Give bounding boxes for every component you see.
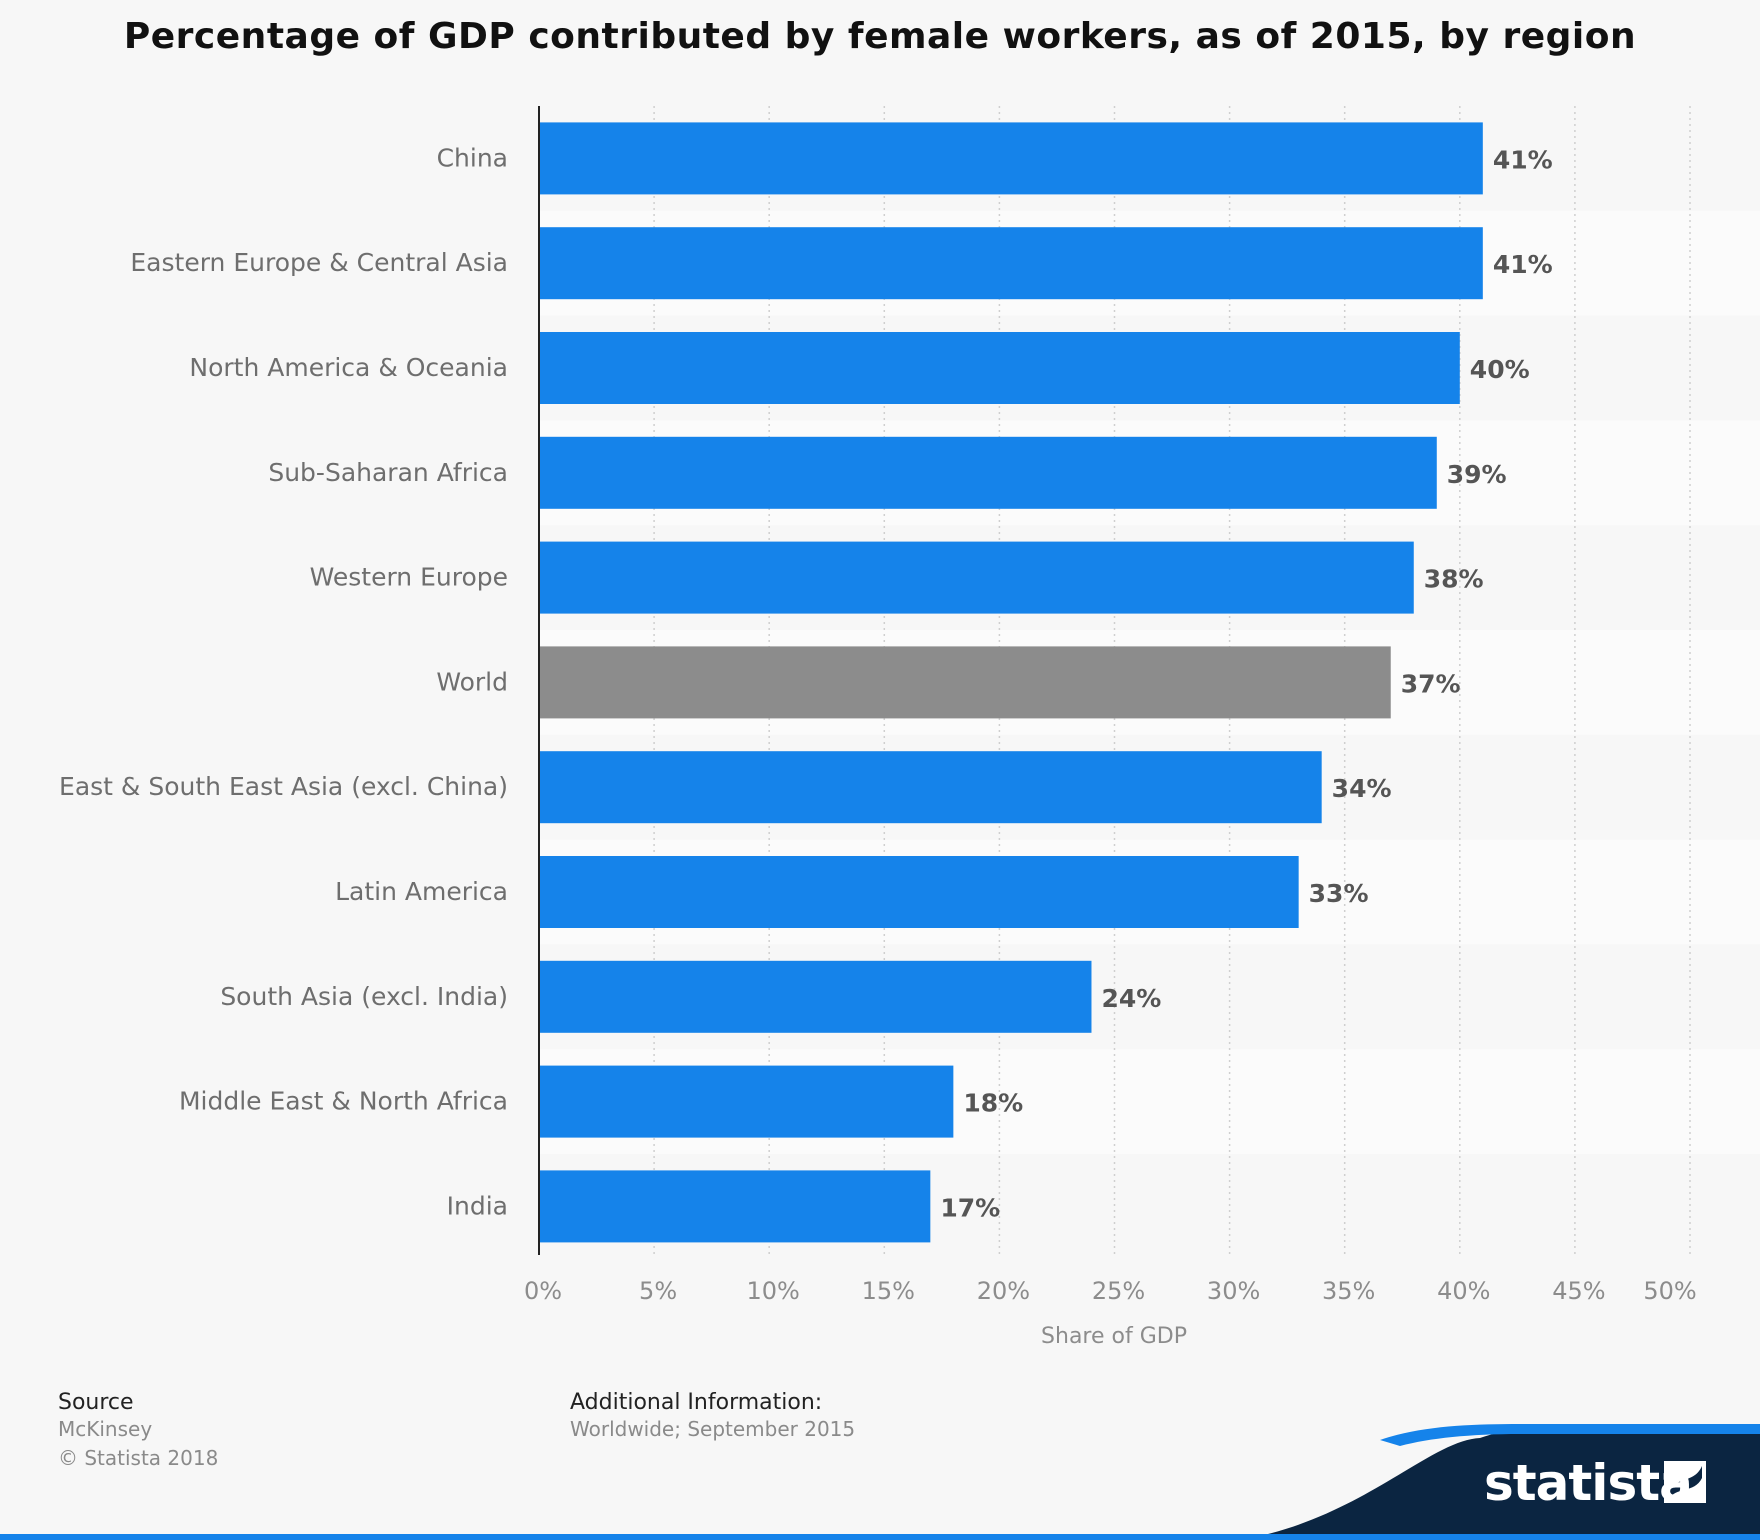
bar: [540, 1065, 954, 1138]
additional-info-block: Additional Information: Worldwide; Septe…: [570, 1390, 855, 1444]
category-label: Sub-Saharan Africa: [268, 458, 508, 487]
brand-swoosh: [1240, 1424, 1760, 1540]
x-tick-label: 50%: [1643, 1277, 1696, 1305]
category-label: South Asia (excl. India): [220, 982, 508, 1011]
chart-title: Percentage of GDP contributed by female …: [123, 16, 1637, 57]
x-tick-label: 30%: [1207, 1277, 1260, 1305]
category-labels: China Eastern Europe & Central Asia North …: [59, 143, 508, 1220]
x-tick-label: 25%: [1092, 1277, 1145, 1305]
additional-info-text: Worldwide; September 2015: [570, 1417, 856, 1441]
bar: [540, 122, 1483, 195]
x-tick-label: 20%: [977, 1277, 1030, 1305]
bar: [540, 960, 1092, 1033]
category-label: Middle East & North Africa: [179, 1087, 508, 1116]
bar: [540, 856, 1299, 928]
value-label: 34%: [1332, 774, 1392, 803]
bar: [540, 436, 1437, 509]
category-label: India: [447, 1191, 508, 1220]
value-label: 24%: [1101, 984, 1161, 1013]
bar: [540, 1170, 931, 1243]
value-label: 17%: [940, 1193, 1000, 1222]
bars: [540, 122, 1483, 1243]
x-tick-label: 10%: [747, 1277, 800, 1305]
bar: [540, 332, 1460, 404]
value-label: 40%: [1470, 355, 1530, 384]
category-label: China: [437, 143, 508, 172]
category-label: Latin America: [335, 877, 508, 906]
x-tick-label: 5%: [639, 1277, 677, 1305]
category-label: Eastern Europe & Central Asia: [130, 248, 508, 277]
category-label: World: [436, 667, 508, 696]
source-block: Source McKinsey © Statista 2018: [58, 1390, 218, 1473]
value-label: 39%: [1447, 460, 1507, 489]
source-heading: Source: [58, 1390, 134, 1415]
bar: [540, 227, 1483, 300]
category-label: North America & Oceania: [189, 353, 508, 382]
value-labels: 41% 41% 40% 39% 38% 37% 34% 33% 24% 18% 17%: [940, 145, 1552, 1222]
category-label: East & South East Asia (excl. China): [59, 772, 508, 801]
additional-info-heading: Additional Information:: [570, 1390, 823, 1415]
bottom-accent-bar: [0, 1534, 1760, 1540]
value-label: 41%: [1493, 145, 1553, 174]
value-label: 18%: [963, 1089, 1023, 1118]
statista-logo-icon: [1664, 1461, 1706, 1503]
x-axis-label: Share of GDP: [1041, 1324, 1187, 1349]
brand-accent-stripe: [1380, 1424, 1760, 1446]
x-tick-label: 0%: [524, 1277, 562, 1305]
value-label: 37%: [1401, 669, 1461, 698]
category-label: Western Europe: [310, 563, 508, 592]
x-tick-label: 45%: [1552, 1277, 1605, 1305]
value-label: 41%: [1493, 250, 1553, 279]
bar: [540, 541, 1414, 614]
bar: [540, 646, 1391, 719]
copyright: © Statista 2018: [58, 1446, 219, 1470]
source-name: McKinsey: [58, 1417, 153, 1441]
x-tick-label: 15%: [862, 1277, 915, 1305]
x-tick-label: 35%: [1322, 1277, 1375, 1305]
bar: [540, 751, 1322, 824]
value-label: 33%: [1309, 879, 1369, 908]
brand-wordmark: statista: [1484, 1454, 1693, 1512]
value-label: 38%: [1424, 565, 1484, 594]
x-tick-label: 40%: [1437, 1277, 1490, 1305]
x-tick-labels: 0% 5% 10% 15% 20% 25% 30% 35% 40% 45% 50%: [524, 1277, 1697, 1305]
